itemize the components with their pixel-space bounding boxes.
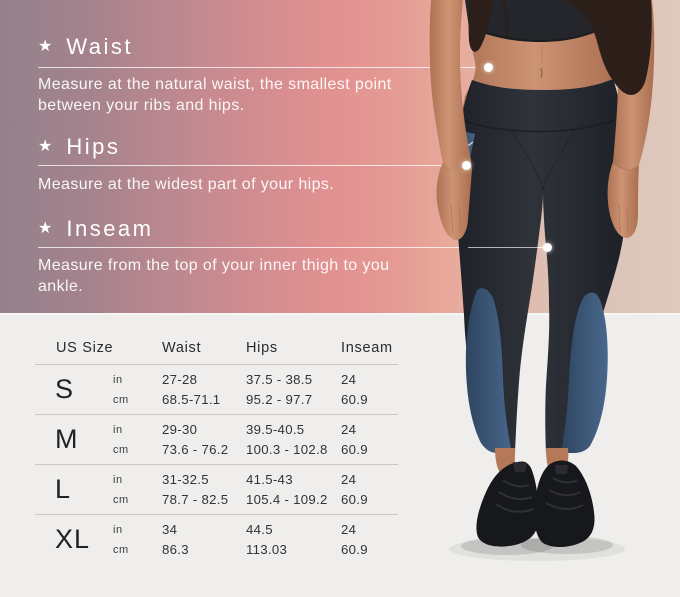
header-hips: Hips (246, 340, 278, 356)
left-shoe-laces (495, 479, 535, 513)
star-icon: ★ (38, 138, 53, 155)
hair-strand (501, 0, 509, 39)
inseam-value: 24 (341, 371, 357, 387)
inseam-value: 60.9 (341, 441, 368, 457)
header-us-size: US Size (56, 340, 114, 356)
right-hand-skin (607, 162, 639, 238)
hips-value: 113.03 (246, 541, 288, 557)
unit-label: cm (113, 443, 129, 456)
section-title-label: Inseam (66, 216, 154, 241)
waist-value: 68.5-71.1 (162, 391, 221, 407)
hips-value: 105.4 - 109.2 (246, 491, 328, 507)
inseam-value: 24 (341, 521, 357, 537)
waist-value: 86.3 (162, 541, 189, 557)
navel-detail (540, 67, 543, 79)
table-row-xl: XL in 34 44.5 24 cm 86.3 113.03 60.9 (35, 515, 398, 564)
hips-value: 95.2 - 97.7 (246, 391, 313, 407)
section-description-hips: Measure at the widest part of your hips. (38, 176, 335, 193)
table-row-m: M in 29-30 39.5-40.5 24 cm 73.6 - 76.2 1… (35, 415, 398, 465)
right-sneaker (534, 460, 595, 548)
section-title-waist: ★ Waist (38, 34, 133, 60)
hips-value: 37.5 - 38.5 (246, 371, 313, 387)
inseam-measure-line-overlay (468, 247, 549, 248)
hair-right (565, 0, 652, 95)
size-table: US Size Waist Hips Inseam S in 27-28 37.… (35, 340, 398, 564)
unit-label: in (113, 523, 123, 536)
size-label: XL (55, 524, 91, 554)
waistband-seam (460, 115, 626, 133)
inseam-value: 60.9 (341, 391, 368, 407)
waist-value: 29-30 (162, 421, 198, 437)
waist-value: 78.7 - 82.5 (162, 491, 229, 507)
left-shoe-tongue (513, 462, 527, 472)
bra-band-seam (468, 25, 609, 43)
unit-label: in (113, 373, 123, 386)
header-inseam: Inseam (341, 340, 393, 356)
hips-value: 41.5-43 (246, 471, 293, 487)
waist-value: 31-32.5 (162, 471, 209, 487)
section-title-label: Hips (66, 134, 121, 159)
left-sneaker (476, 461, 539, 547)
waist-measure-point (484, 63, 493, 72)
waist-value: 34 (162, 521, 178, 537)
section-title-hips: ★ Hips (38, 134, 120, 160)
right-shoe-tongue (555, 465, 568, 474)
model-photo-illustration (429, 0, 655, 561)
table-row-l: L in 31-32.5 41.5-43 24 cm 78.7 - 82.5 1… (35, 465, 398, 515)
section-description-waist: Measure at the natural waist, the smalle… (38, 76, 392, 114)
inseam-value: 24 (341, 471, 357, 487)
inseam-value: 24 (341, 421, 357, 437)
unit-label: cm (113, 493, 129, 506)
unit-label: cm (113, 543, 129, 556)
front-seams (510, 128, 576, 191)
left-finger-lines (450, 204, 462, 235)
left-arm-skin (429, 0, 472, 173)
hips-value: 44.5 (246, 521, 273, 537)
inseam-measure-line (38, 247, 549, 248)
hips-measure-line (38, 165, 468, 166)
right-calf-navy-panel (561, 292, 608, 453)
left-calf-navy-panel (465, 288, 512, 453)
right-shoe-laces (545, 477, 584, 510)
waist-value: 27-28 (162, 371, 198, 387)
star-icon: ★ (38, 220, 53, 237)
unit-label: cm (113, 393, 129, 406)
wall-floor-divider (0, 313, 680, 315)
sports-bra (465, 0, 612, 42)
right-finger-lines (618, 204, 629, 234)
section-description-inseam: Measure from the top of your inner thigh… (38, 257, 390, 295)
inseam-value: 60.9 (341, 541, 368, 557)
hips-value: 100.3 - 102.8 (246, 441, 328, 457)
waist-value: 73.6 - 76.2 (162, 441, 229, 457)
hips-value: 39.5-40.5 (246, 421, 305, 437)
left-hand-skin (436, 162, 472, 241)
size-label: L (55, 474, 72, 504)
inseam-measure-point (543, 243, 552, 252)
header-waist: Waist (162, 340, 202, 356)
waist-measure-line (38, 67, 489, 68)
size-table-header: US Size Waist Hips Inseam (35, 340, 398, 365)
hips-measure-point (462, 161, 471, 170)
unit-label: in (113, 423, 123, 436)
inseam-value: 60.9 (341, 491, 368, 507)
unit-label: in (113, 473, 123, 486)
star-icon: ★ (38, 38, 53, 55)
size-label: S (55, 374, 75, 404)
table-row-s: S in 27-28 37.5 - 38.5 24 cm 68.5-71.1 9… (35, 365, 398, 415)
section-title-inseam: ★ Inseam (38, 216, 154, 242)
size-label: M (55, 424, 79, 454)
section-title-label: Waist (66, 34, 134, 59)
hair-left (468, 0, 493, 52)
